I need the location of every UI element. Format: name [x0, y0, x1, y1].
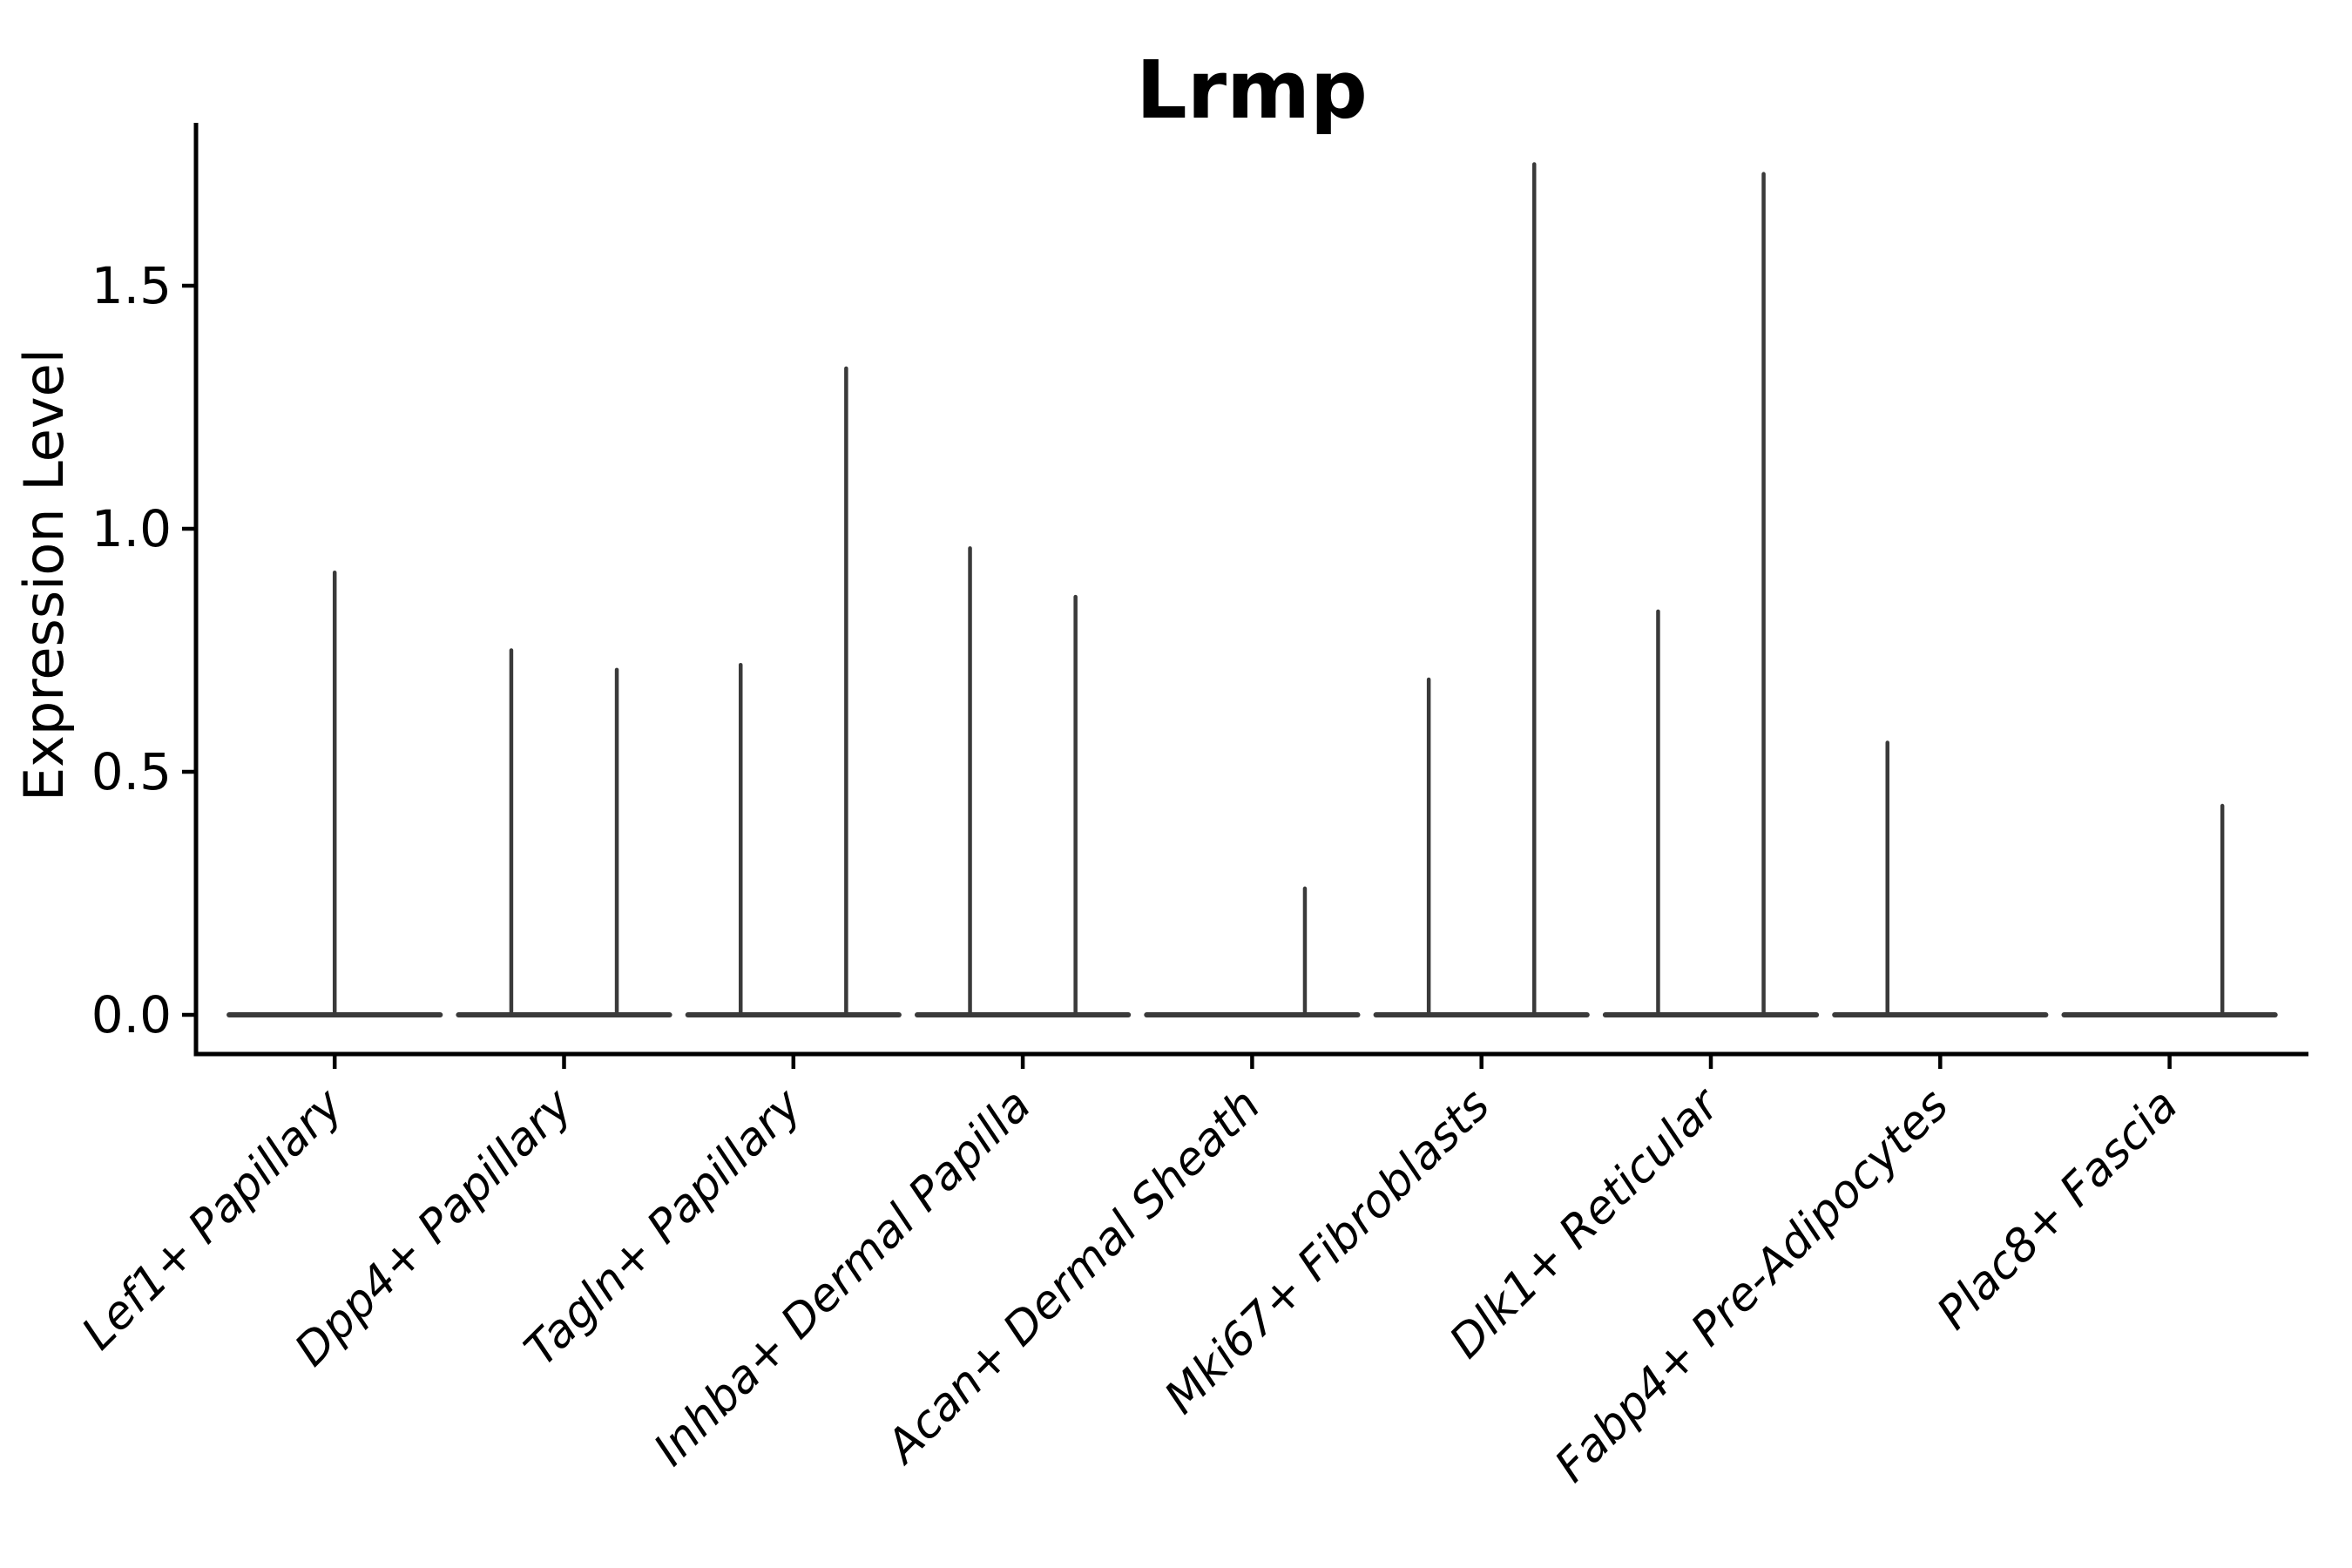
y-tick-label: 0.5 — [91, 742, 172, 801]
y-tick-label: 1.5 — [91, 256, 172, 315]
chart-title: Lrmp — [1136, 44, 1368, 137]
y-tick-label: 1.0 — [91, 499, 172, 558]
x-tick-label: Inhba+ Dermal Papilla — [645, 1079, 1042, 1477]
x-tick-label: Plac8+ Fascia — [1928, 1079, 2188, 1340]
y-axis-label: Expression Level — [12, 348, 76, 801]
x-tick-label: Fabp4+ Pre-Adipocytes — [1545, 1079, 1959, 1493]
y-tick-label: 0.0 — [91, 985, 172, 1044]
x-tick-label: Acan+ Dermal Sheath — [875, 1079, 1271, 1475]
